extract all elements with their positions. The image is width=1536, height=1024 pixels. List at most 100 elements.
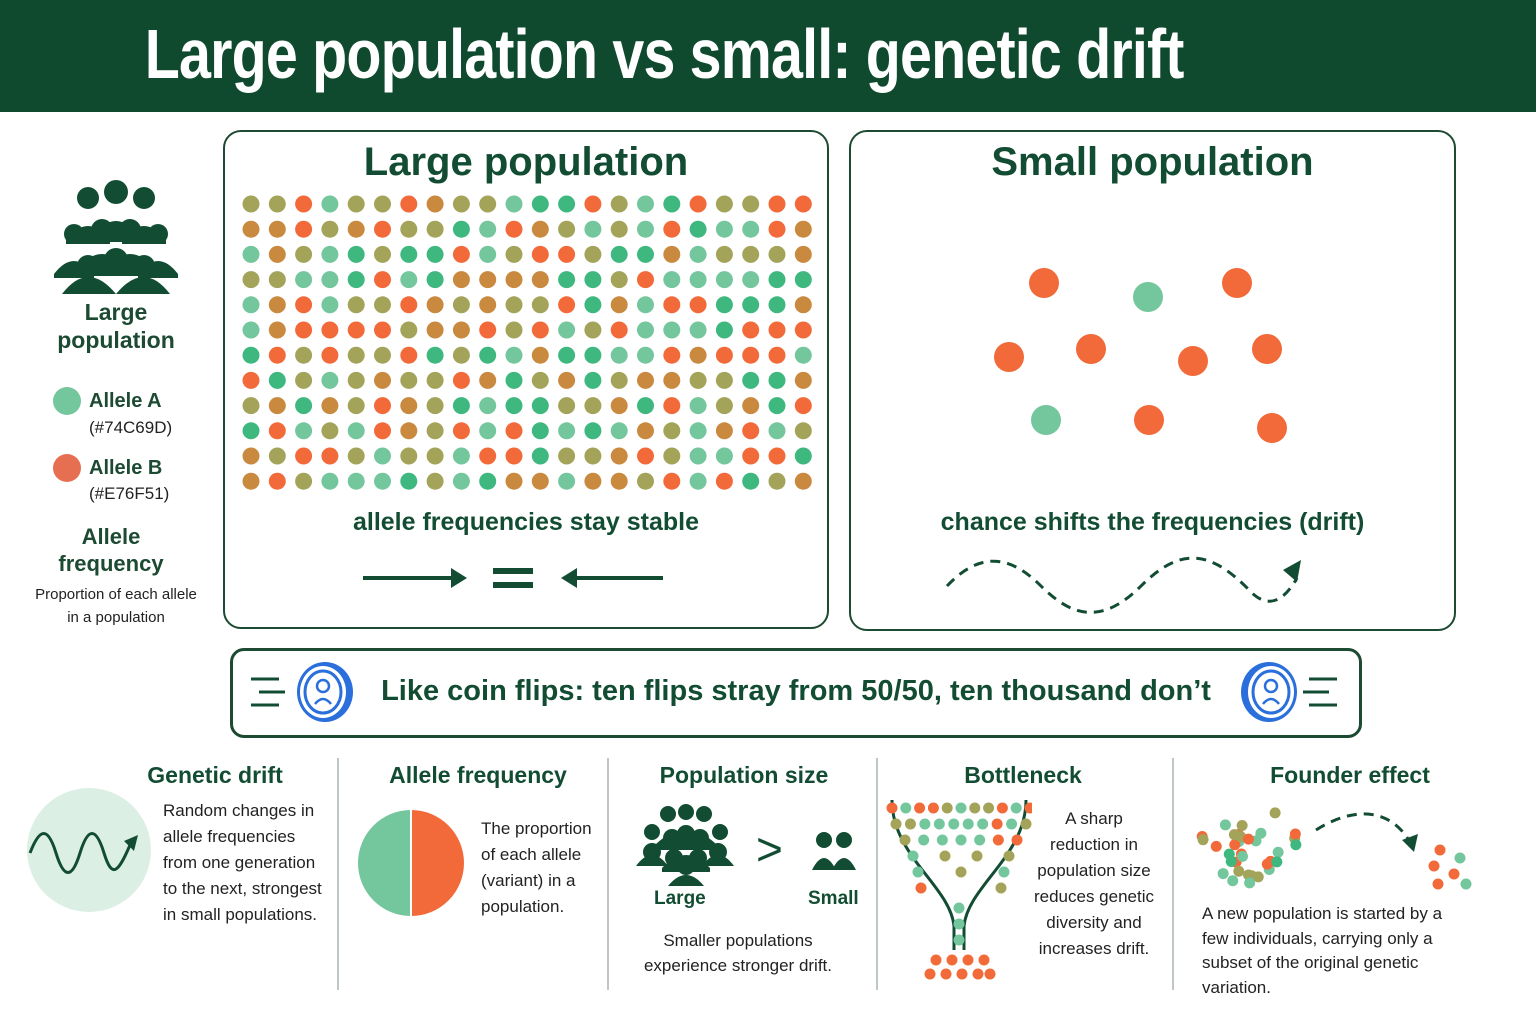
individual-dot (1006, 818, 1018, 830)
card-divider (876, 758, 878, 990)
individual-dot (637, 271, 654, 289)
individual-dot (610, 346, 628, 364)
individual-dot (768, 422, 786, 440)
individual-dot (452, 472, 470, 490)
individual-dot (400, 245, 418, 263)
individual-dot (1434, 844, 1446, 856)
individual-dot (1031, 405, 1061, 435)
individual-dot (531, 371, 549, 389)
individual-dot (663, 397, 681, 415)
individual-dot (452, 296, 470, 314)
individual-dot (915, 882, 927, 894)
large-population-panel: Large population allele frequencies stay… (223, 130, 829, 629)
individual-dot (610, 371, 628, 389)
individual-dot (531, 296, 549, 314)
individual-dot (610, 195, 628, 213)
individual-dot (768, 195, 786, 213)
individual-dot (242, 220, 260, 238)
individual-dot (742, 245, 760, 263)
individual-dot (321, 220, 339, 238)
individual-dot (637, 220, 654, 238)
individual-dot (558, 245, 576, 263)
small-population-panel: Small population chance shifts the frequ… (849, 130, 1456, 631)
individual-dot (584, 245, 602, 263)
individual-dot (558, 195, 576, 213)
individual-dot (374, 245, 391, 263)
individual-dot (268, 447, 286, 465)
individual-dot (742, 472, 760, 490)
individual-dot (890, 818, 902, 830)
individual-dot (742, 447, 760, 465)
individual-dot (1003, 850, 1015, 862)
individual-dot (426, 245, 444, 263)
individual-dot (1448, 868, 1460, 880)
individual-dot (347, 447, 365, 465)
individual-dot (558, 321, 576, 339)
individual-dot (991, 818, 1003, 830)
individual-dot (584, 271, 602, 289)
individual-dot (742, 371, 760, 389)
individual-dot (400, 472, 418, 490)
individual-dot (794, 447, 812, 465)
individual-dot (1236, 850, 1248, 862)
individual-dot (321, 321, 339, 339)
card-divider (1172, 758, 1174, 990)
individual-dot (992, 834, 1004, 846)
individual-dot (742, 296, 760, 314)
individual-dot (984, 968, 996, 980)
individual-dot (584, 472, 602, 490)
founder-effect-text: A new population is started by a few ind… (1202, 904, 1443, 997)
individual-dot (927, 802, 939, 814)
individual-dot (912, 866, 924, 878)
individual-dot (689, 220, 707, 238)
individual-dot (768, 371, 786, 389)
individual-dot (426, 271, 444, 289)
individual-dot (918, 834, 930, 846)
equals-icon (493, 568, 533, 588)
individual-dot (637, 472, 654, 490)
individual-dot (347, 346, 365, 364)
individual-dot (637, 346, 654, 364)
individual-dot (977, 818, 989, 830)
population-large-label: Large (654, 888, 706, 909)
individual-dot (953, 918, 965, 930)
individual-dot (794, 346, 812, 364)
card-divider (607, 758, 609, 990)
individual-dot (242, 422, 260, 440)
individual-dot (1289, 828, 1301, 840)
stable-arrows (363, 568, 663, 588)
individual-dot (1010, 802, 1022, 814)
population-size-title: Population size (659, 762, 829, 788)
card-divider (337, 758, 339, 990)
individual-dot (794, 321, 812, 339)
individual-dot (321, 195, 339, 213)
individual-dot (400, 220, 418, 238)
individual-dot (1272, 846, 1284, 858)
individual-dot (479, 472, 497, 490)
individual-dot (531, 422, 549, 440)
individual-dot (715, 271, 733, 289)
individual-dot (452, 245, 470, 263)
individual-dot (1432, 878, 1444, 890)
individual-dot (994, 342, 1024, 372)
individual-dot (531, 220, 549, 238)
individual-dot (742, 422, 760, 440)
individual-dot (242, 321, 260, 339)
individual-dot (1024, 802, 1032, 814)
individual-dot (742, 220, 760, 238)
individual-dot (295, 245, 313, 263)
individual-dot (610, 397, 628, 415)
individual-dot (531, 245, 549, 263)
individual-dot (933, 818, 945, 830)
individual-dot (794, 220, 812, 238)
individual-dot (426, 296, 444, 314)
individual-dot (715, 447, 733, 465)
individual-dot (242, 371, 260, 389)
individual-dot (995, 882, 1007, 894)
individual-dot (268, 422, 286, 440)
individual-dot (295, 371, 313, 389)
individual-dot (663, 245, 681, 263)
individual-dot (426, 422, 444, 440)
individual-dot (584, 195, 602, 213)
individual-dot (452, 346, 470, 364)
